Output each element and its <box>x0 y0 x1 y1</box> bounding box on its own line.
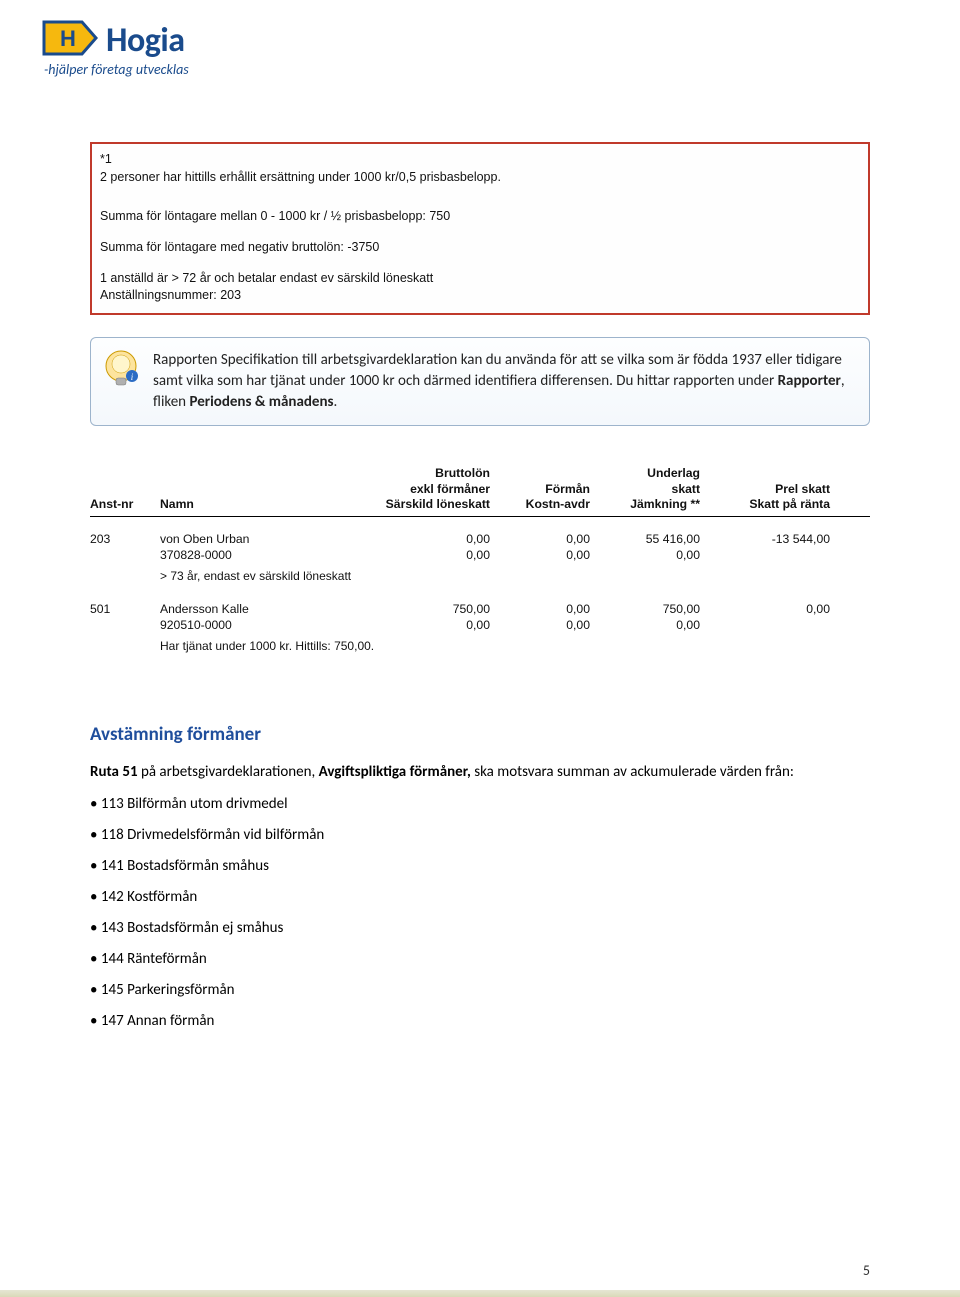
logo-area: H Hogia -hjälper företag utvecklas <box>42 18 189 78</box>
list-item: 113 Bilförmån utom drivmedel <box>90 794 870 815</box>
cell-forman: 0,00 <box>490 532 590 546</box>
logo-name: Hogia <box>106 20 184 61</box>
callout-part-a: Rapporten Specifikation till arbetsgivar… <box>153 351 842 390</box>
cell-forman: 0,00 <box>490 602 590 616</box>
svg-text:H: H <box>60 26 76 51</box>
list-item: 141 Bostadsförmån småhus <box>90 856 870 877</box>
intro-strong-forman: Avgiftspliktiga förmåner, <box>319 763 471 781</box>
cell-underlag: 0,00 <box>590 618 700 632</box>
cell-ssn: 920510-0000 <box>160 618 350 632</box>
callout-strong-tab: Periodens & månadens <box>189 393 333 411</box>
cell-name: Andersson Kalle <box>160 602 350 616</box>
list-item: 145 Parkeringsförmån <box>90 980 870 1001</box>
summary-line-sum-neg: Summa för löntagare med negativ bruttolö… <box>100 239 860 256</box>
table-header: Anst-nr Namn Bruttolön exkl förmåner Sär… <box>90 466 870 517</box>
row-note: Har tjänat under 1000 kr. Hittills: 750,… <box>90 639 870 653</box>
cell-brutto: 750,00 <box>350 602 490 616</box>
cell-forman: 0,00 <box>490 618 590 632</box>
cell-prel <box>700 548 830 562</box>
list-item: 147 Annan förmån <box>90 1011 870 1032</box>
summary-line-marker: *1 <box>100 151 860 168</box>
list-item: 144 Ränteförmån <box>90 949 870 970</box>
col-bruttolon: Bruttolön exkl förmåner Särskild löneska… <box>350 466 490 512</box>
summary-line-persons: 2 personer har hittills erhållit ersättn… <box>100 169 860 186</box>
list-item: 142 Kostförmån <box>90 887 870 908</box>
col-prelskatt: Prel skatt Skatt på ränta <box>700 466 830 512</box>
col-namn: Namn <box>160 466 350 512</box>
intro-part-b: på arbetsgivardeklarationen, <box>138 763 319 781</box>
footer-bar <box>0 1290 960 1297</box>
cell-id: 501 <box>90 602 160 616</box>
lightbulb-icon: i <box>99 346 143 403</box>
cell-forman: 0,00 <box>490 548 590 562</box>
list-item: 118 Drivmedelsförmån vid bilförmån <box>90 825 870 846</box>
benefit-list: 113 Bilförmån utom drivmedel 118 Drivmed… <box>90 794 870 1032</box>
summary-line-sum-low: Summa för löntagare mellan 0 - 1000 kr /… <box>100 208 860 225</box>
col-forman: Förmån Kostn-avdr <box>490 466 590 512</box>
table-row: 920510-0000 0,00 0,00 0,00 <box>90 617 870 633</box>
section-heading: Avstämning förmåner <box>90 723 870 746</box>
cell-name: von Oben Urban <box>160 532 350 546</box>
cell-ssn: 370828-0000 <box>160 548 350 562</box>
table-row: 501 Andersson Kalle 750,00 0,00 750,00 0… <box>90 601 870 617</box>
cell-underlag: 0,00 <box>590 548 700 562</box>
callout-part-c: . <box>334 393 338 411</box>
cell-underlag: 750,00 <box>590 602 700 616</box>
list-item: 143 Bostadsförmån ej småhus <box>90 918 870 939</box>
col-underlag: Underlag skatt Jämkning ** <box>590 466 700 512</box>
callout-text: Rapporten Specifikation till arbetsgivar… <box>153 351 845 411</box>
table-group: 203 von Oben Urban 0,00 0,00 55 416,00 -… <box>90 531 870 583</box>
cell-prel: -13 544,00 <box>700 532 830 546</box>
cell-id: 203 <box>90 532 160 546</box>
callout-strong-reports: Rapporter <box>778 372 841 390</box>
cell-prel: 0,00 <box>700 602 830 616</box>
row-note: > 73 år, endast ev särskild löneskatt <box>90 569 870 583</box>
col-anstnr: Anst-nr <box>90 466 160 512</box>
document-page: H Hogia -hjälper företag utvecklas *1 2 … <box>0 0 960 1297</box>
summary-box: *1 2 personer har hittills erhållit ersä… <box>90 142 870 315</box>
summary-line-empno: Anställningsnummer: 203 <box>100 287 860 304</box>
summary-line-age: 1 anställd är > 72 år och betalar endast… <box>100 270 860 287</box>
cell-brutto: 0,00 <box>350 548 490 562</box>
cell-prel <box>700 618 830 632</box>
logo-tagline: -hjälper företag utvecklas <box>44 61 189 78</box>
page-number: 5 <box>863 1262 870 1279</box>
intro-part-d: ska motsvara summan av ackumulerade värd… <box>471 763 794 781</box>
table-group: 501 Andersson Kalle 750,00 0,00 750,00 0… <box>90 601 870 653</box>
logo-badge-icon: H <box>42 18 98 63</box>
cell-underlag: 55 416,00 <box>590 532 700 546</box>
info-callout: i Rapporten Specifikation till arbetsgiv… <box>90 337 870 426</box>
table-row: 370828-0000 0,00 0,00 0,00 <box>90 547 870 563</box>
section-intro: Ruta 51 på arbetsgivardeklarationen, Avg… <box>90 762 870 784</box>
intro-strong-ruta: Ruta 51 <box>90 763 138 781</box>
employee-table: Anst-nr Namn Bruttolön exkl förmåner Sär… <box>90 466 870 653</box>
cell-brutto: 0,00 <box>350 532 490 546</box>
cell-brutto: 0,00 <box>350 618 490 632</box>
table-row: 203 von Oben Urban 0,00 0,00 55 416,00 -… <box>90 531 870 547</box>
